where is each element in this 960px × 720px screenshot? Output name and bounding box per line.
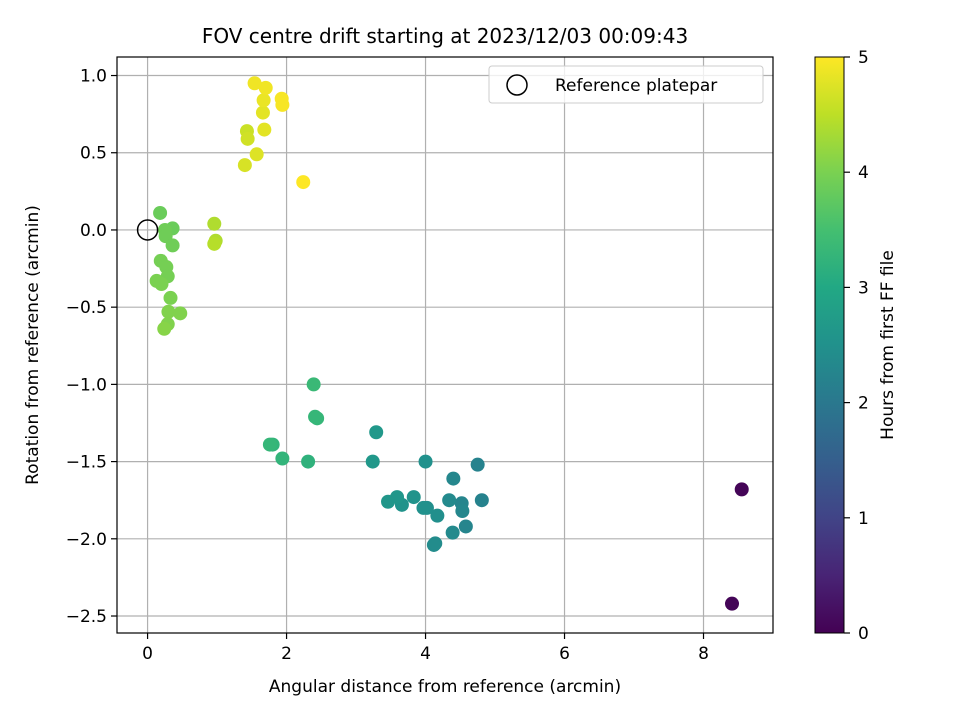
legend: Reference platepar xyxy=(488,65,764,104)
x-tick-label: 4 xyxy=(420,644,431,664)
data-point xyxy=(442,493,457,508)
y-tick-label: −1.5 xyxy=(66,453,107,473)
colorbar-gradient xyxy=(814,56,845,634)
data-point xyxy=(249,147,264,162)
data-point xyxy=(458,519,473,534)
data-point xyxy=(240,131,255,146)
data-point xyxy=(296,175,311,190)
colorbar-tick-label: 0 xyxy=(858,624,869,644)
data-point xyxy=(247,76,262,91)
data-point xyxy=(258,80,273,95)
data-point xyxy=(257,122,272,137)
x-tick-label: 6 xyxy=(559,644,570,664)
y-tick-label: −0.5 xyxy=(66,298,107,318)
data-point xyxy=(275,451,290,466)
colorbar-title: Hours from first FF file xyxy=(878,250,898,440)
data-point xyxy=(474,493,489,508)
data-point xyxy=(153,205,168,220)
colorbar-tick-label: 4 xyxy=(858,163,869,183)
data-point xyxy=(262,437,277,452)
y-tick-label: −1.0 xyxy=(66,375,107,395)
data-point xyxy=(154,277,169,292)
y-tick-label: −2.5 xyxy=(66,607,107,627)
legend-box xyxy=(488,65,764,104)
legend-marker-icon xyxy=(506,74,528,96)
data-point xyxy=(725,596,739,611)
data-point xyxy=(165,238,180,253)
colorbar-tick-label: 2 xyxy=(858,394,869,414)
colorbar-tick-label: 3 xyxy=(858,278,869,298)
data-point xyxy=(237,158,252,173)
data-point xyxy=(275,97,290,112)
data-point xyxy=(301,454,316,469)
colorbar-ticks: 0 1 2 3 4 5 xyxy=(844,48,869,644)
y-axis-title: Rotation from reference (arcmin) xyxy=(23,205,43,485)
data-point xyxy=(255,105,270,120)
reference-point xyxy=(136,219,159,241)
x-axis-ticks: 0 2 4 6 8 xyxy=(142,633,709,664)
colorbar: 0 1 2 3 4 5 Hours from first FF file xyxy=(814,48,898,644)
data-point xyxy=(161,304,176,319)
data-point xyxy=(157,321,172,336)
x-tick-label: 8 xyxy=(698,644,709,664)
legend-label: Reference platepar xyxy=(555,76,717,96)
colorbar-tick-label: 1 xyxy=(858,509,869,529)
data-point xyxy=(381,494,396,509)
y-axis-ticks: 1.0 0.5 0.0 −0.5 −1.0 −1.5 −2.0 −2.5 xyxy=(66,67,117,627)
data-point xyxy=(734,482,749,497)
data-point xyxy=(426,537,441,552)
data-point xyxy=(207,236,222,251)
data-points xyxy=(149,76,749,611)
x-tick-label: 0 xyxy=(142,644,153,664)
data-point xyxy=(446,471,461,486)
data-point xyxy=(416,500,431,515)
data-point xyxy=(430,508,445,523)
data-point xyxy=(173,306,188,321)
colorbar-tick-label: 5 xyxy=(858,48,869,68)
plot-frame xyxy=(116,56,774,634)
data-point xyxy=(365,454,380,469)
data-point xyxy=(455,504,470,519)
data-point xyxy=(418,454,433,469)
data-point xyxy=(369,425,384,440)
data-point xyxy=(470,457,485,472)
chart-title: FOV centre drift starting at 2023/12/03 … xyxy=(202,24,688,48)
data-point xyxy=(308,409,323,424)
x-axis-title: Angular distance from reference (arcmin) xyxy=(269,677,621,697)
x-tick-label: 2 xyxy=(281,644,292,664)
data-point xyxy=(256,93,271,108)
data-point xyxy=(163,290,178,305)
grid-lines xyxy=(117,57,773,633)
y-tick-label: 0.5 xyxy=(80,144,107,164)
data-point xyxy=(207,216,222,231)
y-tick-label: −2.0 xyxy=(66,530,107,550)
data-point xyxy=(406,490,421,505)
data-point xyxy=(306,377,321,392)
y-tick-label: 1.0 xyxy=(80,67,107,87)
data-point xyxy=(445,525,460,540)
y-tick-label: 0.0 xyxy=(80,221,107,241)
